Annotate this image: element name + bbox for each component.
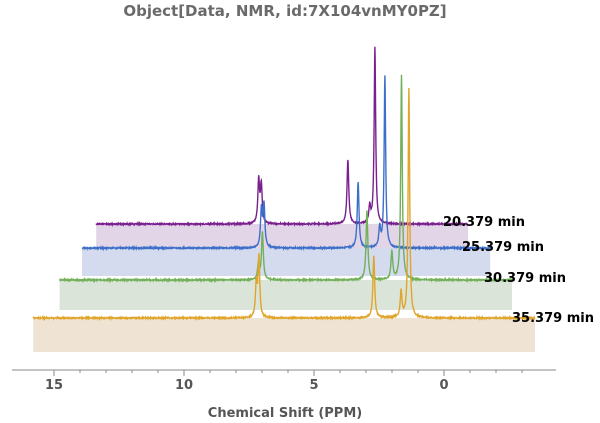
series-1 bbox=[95, 46, 469, 248]
x-tick-label: 15 bbox=[45, 378, 63, 393]
x-tick-label: 5 bbox=[309, 378, 318, 393]
series-3-trace bbox=[59, 74, 513, 284]
series-2-trace bbox=[81, 75, 491, 252]
x-tick-label: 0 bbox=[439, 378, 448, 393]
series-4 bbox=[32, 87, 536, 352]
x-tick-label: 10 bbox=[175, 378, 193, 393]
series-1-fill bbox=[96, 224, 468, 248]
series-labels: 20.379 min 25.379 min 30.379 min 35.379 min bbox=[443, 215, 594, 326]
series-label: 30.379 min bbox=[484, 271, 566, 286]
x-axis: 15 10 5 0 bbox=[12, 369, 556, 393]
series-layer bbox=[32, 46, 536, 352]
series-label: 25.379 min bbox=[462, 240, 544, 255]
series-1-trace bbox=[95, 46, 469, 228]
x-axis-title: Chemical Shift (PPM) bbox=[208, 406, 362, 421]
series-4-fill bbox=[33, 318, 535, 352]
chart-title: Object[Data, NMR, id:7X104vnMY0PZ] bbox=[123, 2, 446, 20]
series-4-trace bbox=[32, 87, 536, 322]
series-3 bbox=[59, 74, 513, 310]
series-label: 35.379 min bbox=[512, 311, 594, 326]
series-2 bbox=[81, 75, 491, 276]
series-3-fill bbox=[59, 280, 512, 310]
series-label: 20.379 min bbox=[443, 215, 525, 230]
series-2-fill bbox=[82, 248, 491, 276]
